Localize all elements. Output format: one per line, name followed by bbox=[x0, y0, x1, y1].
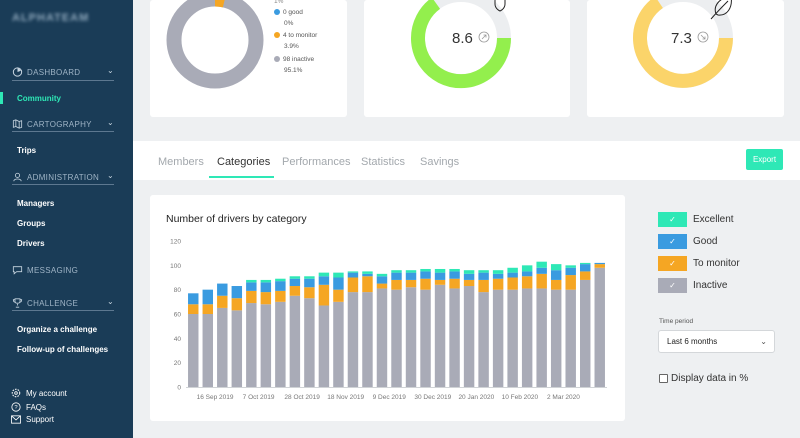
chevron-down-icon: ⌄ bbox=[106, 171, 114, 180]
eco-gauge bbox=[633, 0, 733, 88]
safety-score-card: 8.6 bbox=[364, 0, 570, 117]
arrow-down-right-icon bbox=[697, 31, 709, 43]
safety-gauge bbox=[411, 0, 512, 89]
safety-score-value: 8.6 bbox=[452, 30, 473, 47]
sidebar-section-challenge[interactable]: CHALLENGE ⌄ bbox=[12, 297, 114, 308]
donut-pct-inactive: 95.1% bbox=[284, 67, 303, 74]
tab-members[interactable]: Members bbox=[158, 156, 204, 168]
donut-legend-to-monitor: 4 to monitor bbox=[274, 32, 317, 40]
trophy-icon bbox=[12, 298, 23, 308]
active-indicator bbox=[0, 92, 3, 104]
check-icon: ✓ bbox=[658, 278, 687, 293]
question-icon: ? bbox=[11, 402, 21, 412]
chevron-down-icon: ⌄ bbox=[760, 337, 767, 346]
sidebar-section-dashboard[interactable]: DASHBOARD ⌄ bbox=[12, 66, 114, 77]
sidebar-item-managers[interactable]: Managers bbox=[17, 199, 55, 208]
tab-categories[interactable]: Categories bbox=[217, 156, 271, 168]
donut-legend-excellent: 1% bbox=[274, 0, 284, 5]
check-icon: ✓ bbox=[658, 234, 687, 249]
active-tab-indicator bbox=[209, 176, 274, 178]
checkbox-box[interactable] bbox=[659, 374, 668, 383]
mail-icon bbox=[11, 415, 21, 424]
divider bbox=[12, 310, 114, 311]
gauge-fill bbox=[411, 0, 512, 89]
sidebar-item-organize-challenge[interactable]: Organize a challenge bbox=[17, 325, 98, 334]
donut-chart bbox=[166, 0, 264, 89]
tabs-bar bbox=[133, 141, 800, 180]
sidebar: ALPHATEAM DASHBOARD ⌄ Community CARTOGRA… bbox=[0, 0, 133, 438]
footer-support[interactable]: Support bbox=[11, 415, 54, 424]
display-percent-checkbox[interactable]: Display data in % bbox=[659, 373, 748, 384]
donut-legend-good: 0 good bbox=[274, 9, 303, 17]
sidebar-item-groups[interactable]: Groups bbox=[17, 219, 46, 228]
donut-slice-inactive bbox=[166, 0, 264, 89]
legend-excellent[interactable]: ✓ Excellent bbox=[658, 212, 734, 227]
footer-my-account[interactable]: My account bbox=[11, 388, 67, 398]
donut-legend-inactive: 98 inactive bbox=[274, 56, 314, 64]
chart-card bbox=[150, 195, 625, 421]
message-icon bbox=[12, 266, 23, 275]
tab-savings[interactable]: Savings bbox=[420, 156, 460, 168]
donut-pct-to-monitor: 3.9% bbox=[284, 43, 299, 50]
user-icon bbox=[13, 172, 22, 182]
sidebar-item-community[interactable]: Community bbox=[17, 94, 61, 103]
donut-pct-good: 0% bbox=[284, 20, 294, 27]
divider bbox=[12, 184, 114, 185]
sidebar-section-messaging[interactable]: MESSAGING bbox=[12, 265, 114, 275]
sidebar-item-drivers[interactable]: Drivers bbox=[17, 239, 45, 248]
check-icon: ✓ bbox=[658, 212, 687, 227]
time-period-select[interactable]: Last 6 months ⌄ bbox=[658, 330, 775, 353]
sidebar-item-followup-challenges[interactable]: Follow-up of challenges bbox=[17, 345, 109, 354]
community-donut-card: 1% 0 good 0% 4 to monitor 3.9% 98 inacti… bbox=[150, 0, 347, 117]
chevron-down-icon: ⌄ bbox=[106, 297, 114, 306]
svg-text:?: ? bbox=[14, 405, 18, 411]
divider bbox=[12, 80, 114, 81]
map-icon bbox=[12, 119, 23, 129]
legend-inactive[interactable]: ✓ Inactive bbox=[658, 278, 727, 293]
arrow-up-right-icon bbox=[478, 31, 490, 43]
chevron-down-icon: ⌄ bbox=[106, 118, 114, 127]
export-button[interactable]: Export bbox=[746, 149, 783, 170]
gear-icon bbox=[11, 388, 21, 398]
tab-performances[interactable]: Performances bbox=[282, 156, 351, 168]
brand-logo: ALPHATEAM bbox=[12, 12, 90, 24]
chart-title: Number of drivers by category bbox=[166, 213, 307, 225]
leaf-icon bbox=[710, 0, 732, 20]
footer-faqs[interactable]: ? FAQs bbox=[11, 402, 46, 412]
sidebar-item-trips[interactable]: Trips bbox=[17, 146, 37, 155]
eco-score-card: 7.3 bbox=[587, 0, 784, 117]
check-icon: ✓ bbox=[658, 256, 687, 271]
sidebar-section-administration[interactable]: ADMINISTRATION ⌄ bbox=[12, 171, 114, 182]
chevron-down-icon: ⌄ bbox=[106, 66, 114, 75]
divider bbox=[12, 131, 114, 132]
time-period-label: Time period bbox=[659, 318, 694, 325]
legend-good[interactable]: ✓ Good bbox=[658, 234, 717, 249]
gauge-fill bbox=[633, 0, 733, 88]
sidebar-section-cartography[interactable]: CARTOGRAPHY ⌄ bbox=[12, 118, 114, 129]
shield-icon bbox=[494, 0, 506, 12]
legend-to-monitor[interactable]: ✓ To monitor bbox=[658, 256, 740, 271]
eco-score-value: 7.3 bbox=[671, 30, 692, 47]
tab-statistics[interactable]: Statistics bbox=[361, 156, 406, 168]
dashboard-icon bbox=[12, 67, 23, 77]
